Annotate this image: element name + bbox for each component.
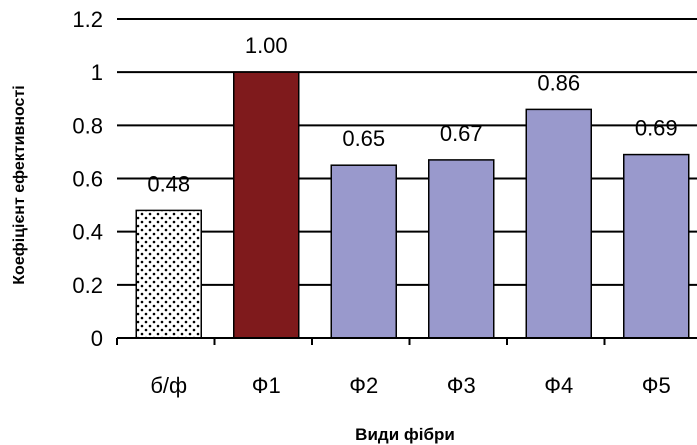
- x-tick-label: Ф3: [447, 373, 476, 398]
- y-tick-label: 1.2: [72, 7, 103, 32]
- data-label: 0.69: [635, 116, 678, 141]
- x-tick-label: Ф1: [252, 373, 281, 398]
- bar: [135, 209, 202, 339]
- y-axis-title: Коефіцієнт ефективності: [11, 85, 28, 284]
- x-tick-label: Ф5: [642, 373, 671, 398]
- bar: [623, 153, 690, 339]
- data-label: 0.86: [537, 70, 580, 95]
- bar: [330, 164, 397, 339]
- data-label: 0.65: [342, 126, 385, 151]
- bars: [135, 71, 690, 339]
- y-tick-label: 0.8: [72, 113, 103, 138]
- data-labels: 0.48 1.00 0.65 0.67 0.86 0.69: [147, 33, 677, 196]
- bar: [428, 159, 495, 339]
- y-tick-label: 0.6: [72, 167, 103, 192]
- data-label: 1.00: [245, 33, 288, 58]
- x-axis-title: Види фібри: [355, 425, 455, 444]
- gridlines: [117, 18, 697, 286]
- axes: 0 0.2 0.4 0.6 0.8 1 1.2 б/ф Ф1 Ф2 Ф3 Ф4 Ф5: [72, 7, 697, 398]
- bar: [233, 71, 300, 339]
- data-label: 0.67: [440, 121, 483, 146]
- y-tick-label: 0.2: [72, 273, 103, 298]
- data-label: 0.48: [147, 171, 190, 196]
- x-tick-label: Ф2: [349, 373, 378, 398]
- x-tick-label: б/ф: [150, 373, 187, 398]
- y-tick-label: 0: [91, 326, 103, 351]
- y-tick-label: 1: [91, 60, 103, 85]
- y-tick-label: 0.4: [72, 220, 103, 245]
- x-tick-label: Ф4: [544, 373, 573, 398]
- bar: [525, 108, 592, 339]
